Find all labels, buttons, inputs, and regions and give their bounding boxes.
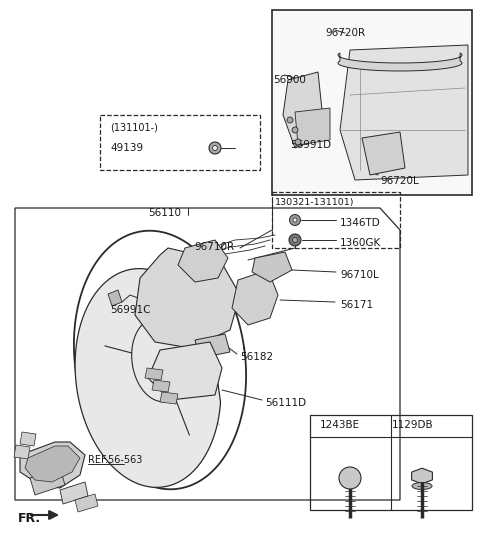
Text: 49139: 49139	[110, 143, 143, 153]
Polygon shape	[148, 342, 222, 400]
Circle shape	[213, 145, 217, 151]
Polygon shape	[20, 432, 36, 446]
Text: 56171: 56171	[340, 300, 373, 310]
Text: 96710L: 96710L	[340, 270, 379, 280]
Text: 96710R: 96710R	[194, 242, 234, 252]
Circle shape	[289, 234, 301, 246]
Polygon shape	[25, 446, 80, 482]
Text: 56111D: 56111D	[265, 398, 306, 408]
Circle shape	[287, 117, 293, 123]
Polygon shape	[75, 494, 98, 512]
Polygon shape	[295, 108, 330, 145]
Text: 96720R: 96720R	[325, 28, 365, 38]
Polygon shape	[362, 132, 405, 175]
Polygon shape	[160, 392, 178, 404]
Text: (131101-): (131101-)	[110, 122, 158, 132]
Circle shape	[292, 238, 298, 242]
Text: 96720L: 96720L	[380, 176, 419, 186]
Polygon shape	[60, 482, 88, 504]
Circle shape	[209, 142, 221, 154]
Text: 56182: 56182	[240, 352, 273, 362]
Text: REF.56-563: REF.56-563	[88, 455, 143, 465]
Polygon shape	[14, 445, 30, 459]
Text: FR.: FR.	[18, 512, 41, 525]
Polygon shape	[338, 53, 462, 71]
Polygon shape	[145, 368, 163, 380]
Text: 56900: 56900	[273, 75, 306, 85]
Bar	[272, 10, 472, 195]
Bar	[310, 415, 472, 510]
Bar	[100, 115, 260, 170]
Polygon shape	[20, 442, 85, 488]
Bar	[272, 192, 400, 248]
Text: 1129DB: 1129DB	[392, 420, 433, 430]
Ellipse shape	[412, 483, 432, 489]
Text: 1346TD: 1346TD	[340, 218, 381, 228]
Text: 56991D: 56991D	[290, 140, 331, 150]
Polygon shape	[195, 334, 230, 358]
Polygon shape	[252, 252, 292, 282]
Text: 56110: 56110	[148, 208, 181, 218]
Circle shape	[339, 467, 361, 489]
Polygon shape	[232, 270, 278, 325]
Circle shape	[295, 139, 301, 145]
Text: 1243BE: 1243BE	[320, 420, 360, 430]
Polygon shape	[412, 468, 432, 484]
Text: 56991C: 56991C	[110, 305, 151, 315]
Polygon shape	[108, 290, 122, 306]
Text: 1360GK: 1360GK	[340, 238, 381, 248]
Polygon shape	[340, 45, 468, 180]
Polygon shape	[283, 72, 322, 148]
Polygon shape	[178, 240, 228, 282]
Polygon shape	[30, 468, 65, 495]
Polygon shape	[152, 380, 170, 392]
Circle shape	[293, 218, 297, 222]
Text: 130321-131101): 130321-131101)	[275, 198, 355, 207]
Polygon shape	[75, 268, 220, 488]
Circle shape	[292, 127, 298, 133]
Circle shape	[289, 214, 300, 226]
Polygon shape	[135, 248, 240, 348]
